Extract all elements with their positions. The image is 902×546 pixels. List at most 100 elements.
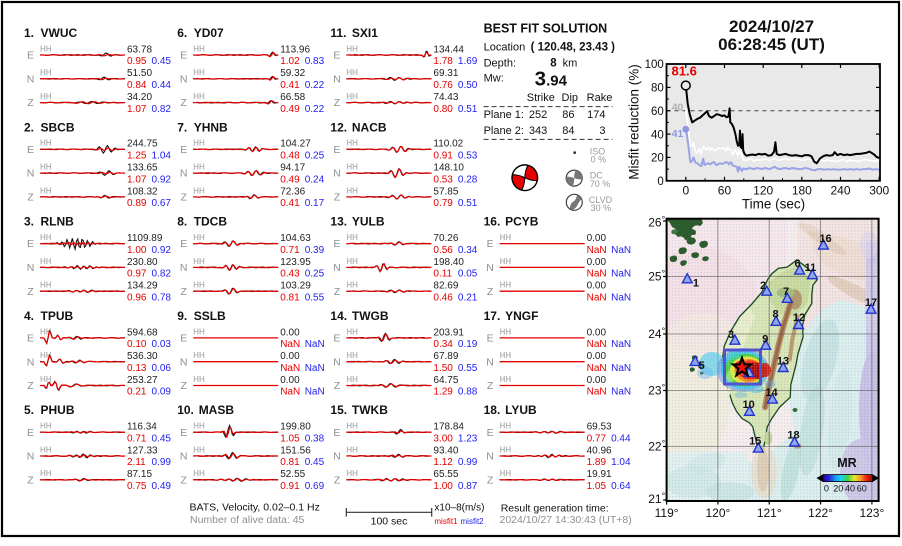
svg-text:300: 300: [869, 183, 889, 197]
svg-text:Time (sec): Time (sec): [742, 197, 805, 212]
svg-text:60: 60: [857, 483, 867, 493]
svg-text:119°: 119°: [655, 506, 679, 520]
svg-text:HH: HH: [40, 139, 52, 148]
svg-text:NaN: NaN: [305, 387, 325, 398]
svg-text:0.00: 0.00: [587, 351, 607, 362]
svg-text:E: E: [487, 427, 494, 439]
svg-text:0.22: 0.22: [305, 104, 325, 115]
svg-text:HH: HH: [346, 375, 358, 384]
svg-text:HH: HH: [40, 375, 52, 384]
svg-text:20: 20: [651, 153, 664, 165]
svg-text:1.78: 1.78: [433, 56, 453, 67]
svg-text:0.44: 0.44: [611, 433, 631, 444]
svg-text:TPUB: TPUB: [41, 309, 74, 323]
svg-text:100: 100: [645, 59, 664, 71]
svg-text:0.41: 0.41: [280, 198, 300, 209]
svg-text:HH: HH: [193, 233, 205, 242]
svg-text:12: 12: [793, 312, 805, 324]
svg-text:HH: HH: [40, 422, 52, 431]
svg-text:22: 22: [648, 439, 662, 453]
svg-text:HH: HH: [500, 257, 512, 266]
svg-text:178.84: 178.84: [433, 422, 464, 433]
svg-text:E: E: [487, 333, 494, 345]
svg-text:HH: HH: [40, 163, 52, 172]
svg-text:Mw:: Mw:: [484, 72, 504, 84]
svg-text:0.22: 0.22: [305, 80, 325, 91]
svg-text:DC: DC: [590, 171, 603, 181]
svg-text:0.56: 0.56: [433, 245, 453, 256]
svg-text:NaN: NaN: [280, 339, 300, 350]
svg-text:0.84: 0.84: [127, 80, 147, 91]
svg-text:0.38: 0.38: [305, 433, 325, 444]
svg-text:122°: 122°: [808, 506, 833, 520]
svg-text:HH: HH: [40, 233, 52, 242]
svg-text:0.06: 0.06: [152, 363, 172, 374]
svg-text:0.03: 0.03: [152, 339, 172, 350]
svg-text:Plane 1:: Plane 1:: [484, 109, 524, 121]
svg-text:0.34: 0.34: [433, 339, 453, 350]
svg-text:E: E: [333, 427, 340, 439]
svg-text:HH: HH: [193, 163, 205, 172]
svg-text:RLNB: RLNB: [41, 215, 75, 229]
svg-text:1.04: 1.04: [611, 457, 631, 468]
svg-text:N: N: [333, 356, 341, 368]
svg-text:CLVD: CLVD: [589, 195, 613, 205]
svg-text:Z: Z: [334, 286, 341, 298]
svg-text:BATS, Velocity, 0.02–0.1 Hz: BATS, Velocity, 0.02–0.1 Hz: [190, 501, 320, 513]
svg-text:7.: 7.: [177, 120, 187, 134]
svg-text:HH: HH: [346, 186, 358, 195]
svg-text:NaN: NaN: [611, 363, 631, 374]
svg-text:0.87: 0.87: [458, 481, 478, 492]
svg-text:18: 18: [787, 430, 799, 442]
svg-text:0.09: 0.09: [152, 387, 172, 398]
svg-text:13.: 13.: [330, 215, 347, 229]
svg-text:81.6: 81.6: [672, 64, 697, 79]
svg-text:26: 26: [648, 216, 662, 230]
svg-text:VWUC: VWUC: [41, 26, 78, 40]
svg-text:0.13: 0.13: [127, 363, 147, 374]
svg-text:HH: HH: [193, 92, 205, 101]
svg-text:Number of alive data: 45: Number of alive data: 45: [190, 514, 305, 526]
svg-text:E: E: [333, 144, 340, 156]
svg-text:HH: HH: [193, 281, 205, 290]
svg-text:Rake: Rake: [587, 92, 613, 104]
svg-text:93.40: 93.40: [433, 445, 458, 456]
svg-text:HH: HH: [500, 445, 512, 454]
svg-text:19.91: 19.91: [587, 469, 612, 480]
svg-text:0.19: 0.19: [458, 339, 478, 350]
svg-text:0.96: 0.96: [127, 292, 147, 303]
svg-text:Z: Z: [334, 192, 341, 204]
svg-text:0.21: 0.21: [127, 387, 147, 398]
svg-text:N: N: [180, 356, 188, 368]
svg-text:0.82: 0.82: [152, 104, 172, 115]
svg-text:BEST FIT SOLUTION: BEST FIT SOLUTION: [484, 22, 608, 36]
svg-text:151.56: 151.56: [280, 445, 311, 456]
svg-text:HH: HH: [346, 422, 358, 431]
svg-text:HH: HH: [193, 257, 205, 266]
svg-text:0.17: 0.17: [305, 198, 325, 209]
svg-text:km: km: [563, 58, 578, 70]
svg-text:230.80: 230.80: [127, 257, 158, 268]
svg-text:HH: HH: [40, 281, 52, 290]
svg-text:Z: Z: [180, 474, 187, 486]
svg-text:3.00: 3.00: [433, 433, 453, 444]
svg-text:HH: HH: [346, 163, 358, 172]
svg-text:Z: Z: [27, 97, 34, 109]
svg-text:HH: HH: [500, 469, 512, 478]
svg-text:0.28: 0.28: [458, 174, 478, 185]
svg-text:0.55: 0.55: [458, 363, 478, 374]
svg-text:0.41: 0.41: [280, 80, 300, 91]
svg-text:HH: HH: [193, 327, 205, 336]
svg-text:100 sec: 100 sec: [371, 515, 408, 527]
svg-text:N: N: [27, 451, 35, 463]
svg-text:x10–8(m/s): x10–8(m/s): [434, 502, 484, 513]
svg-text:17.: 17.: [484, 309, 501, 323]
svg-text:240: 240: [831, 183, 851, 197]
svg-text:20: 20: [833, 483, 843, 493]
svg-text:104.27: 104.27: [280, 139, 311, 150]
svg-text:NaN: NaN: [587, 363, 607, 374]
svg-text:0.99: 0.99: [152, 457, 172, 468]
svg-text:60: 60: [718, 183, 732, 197]
svg-text:HH: HH: [193, 68, 205, 77]
svg-text:HH: HH: [40, 469, 52, 478]
